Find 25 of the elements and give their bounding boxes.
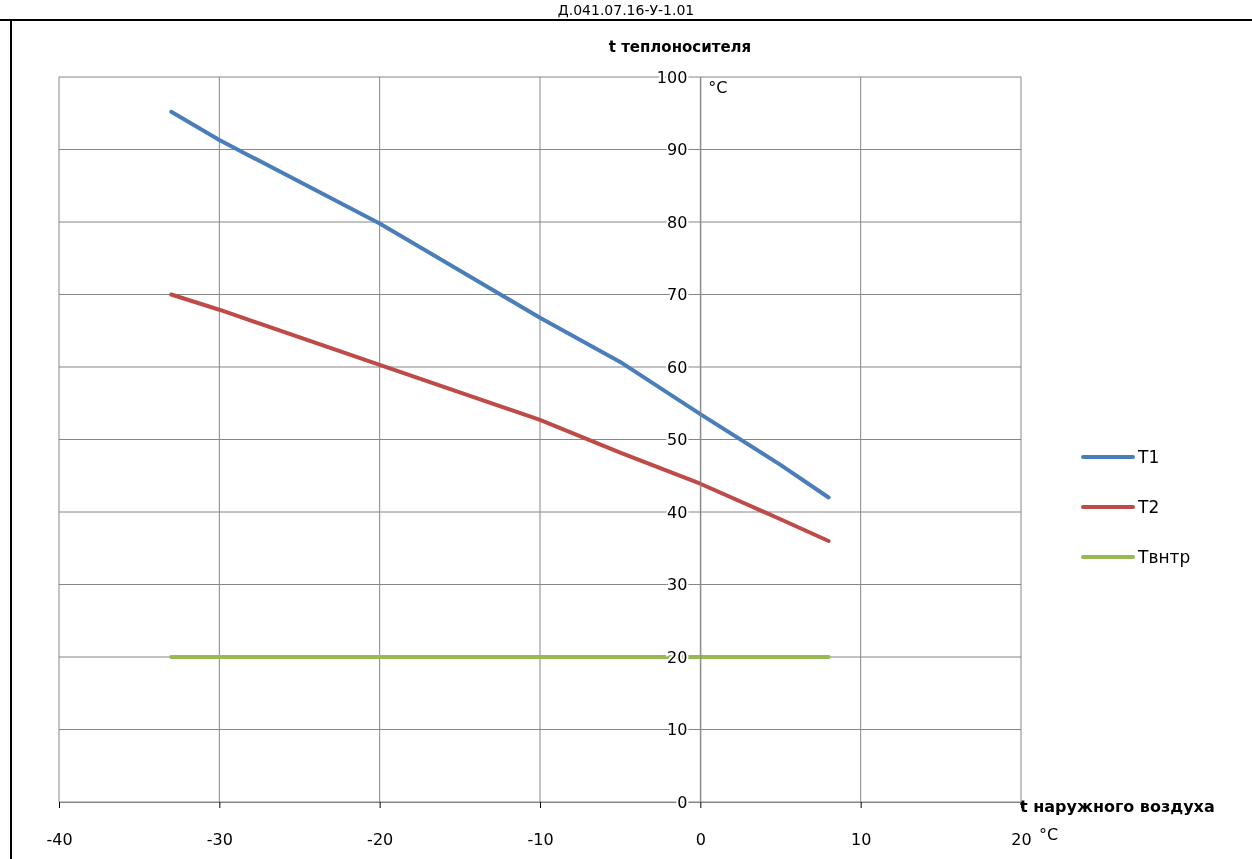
x-tick-label: -40 (46, 830, 73, 850)
y-axis-title: t теплоносителя (608, 38, 752, 56)
y-tick-label: 70 (666, 285, 688, 305)
y-tick-label: 90 (666, 140, 688, 160)
chart-title: Д.041.07.16-У-1.01 (557, 2, 695, 18)
y-tick-label: 30 (666, 575, 688, 595)
x-tick-label: -30 (206, 830, 233, 850)
x-tick-label: 0 (695, 830, 706, 850)
y-tick-label: 80 (666, 212, 688, 232)
x-tick-label: -10 (527, 830, 554, 850)
text: °C (1039, 825, 1059, 844)
legend-label: Твнтр (1137, 547, 1191, 567)
y-tick-label: 60 (666, 357, 688, 377)
legend-label: T1 (1137, 447, 1160, 467)
x-tick-label: 10 (850, 830, 872, 850)
y-tick-label: 50 (666, 430, 688, 450)
y-tick-label: 40 (666, 502, 688, 522)
x-tick-label: -20 (367, 830, 394, 850)
legend-label: T2 (1137, 497, 1160, 517)
y-tick-label: 10 (666, 720, 688, 740)
x-tick-label: 20 (1011, 830, 1032, 850)
annotation: °C (708, 78, 728, 97)
line-series (169, 109, 831, 500)
y-tick-label: 100 (656, 67, 688, 87)
y-tick-label: 0 (677, 792, 688, 812)
